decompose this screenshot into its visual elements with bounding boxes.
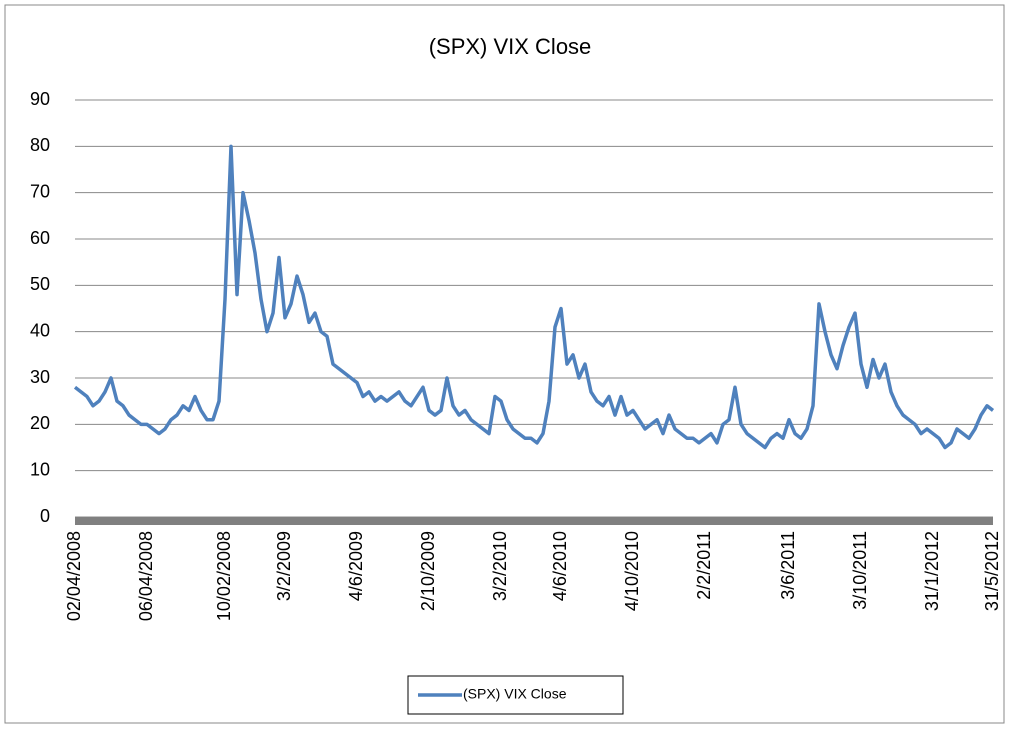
x-tick-label: 4/6/2010 bbox=[550, 531, 570, 601]
y-tick-label: 90 bbox=[30, 89, 50, 109]
x-tick-label: 02/04/2008 bbox=[64, 531, 84, 621]
y-tick-label: 70 bbox=[30, 181, 50, 201]
x-tick-label: 3/2/2010 bbox=[490, 531, 510, 601]
y-tick-label: 30 bbox=[30, 367, 50, 387]
x-tick-label: 4/10/2010 bbox=[622, 531, 642, 611]
x-tick-label: 10/02/2008 bbox=[214, 531, 234, 621]
x-tick-label: 3/10/2011 bbox=[850, 531, 870, 610]
y-tick-label: 80 bbox=[30, 135, 50, 155]
x-tick-label: 4/6/2009 bbox=[346, 531, 366, 601]
y-tick-label: 10 bbox=[30, 459, 50, 479]
series-line bbox=[73, 144, 995, 450]
x-tick-label: 2/10/2009 bbox=[418, 531, 438, 611]
x-tick-label: 3/6/2011 bbox=[778, 531, 798, 600]
x-tick-label: 31/5/2012 bbox=[982, 531, 1002, 611]
y-tick-label: 60 bbox=[30, 228, 50, 248]
y-tick-label: 50 bbox=[30, 274, 50, 294]
y-tick-label: 20 bbox=[30, 413, 50, 433]
x-tick-label: 06/04/2008 bbox=[136, 531, 156, 621]
legend-label: (SPX) VIX Close bbox=[463, 686, 567, 702]
y-tick-label: 0 bbox=[40, 506, 50, 526]
y-tick-label: 40 bbox=[30, 320, 50, 340]
x-tick-label: 31/1/2012 bbox=[922, 531, 942, 611]
x-tick-label: 3/2/2009 bbox=[274, 531, 294, 601]
x-tick-label: 2/2/2011 bbox=[694, 531, 714, 600]
chart-title: (SPX) VIX Close bbox=[429, 34, 592, 59]
